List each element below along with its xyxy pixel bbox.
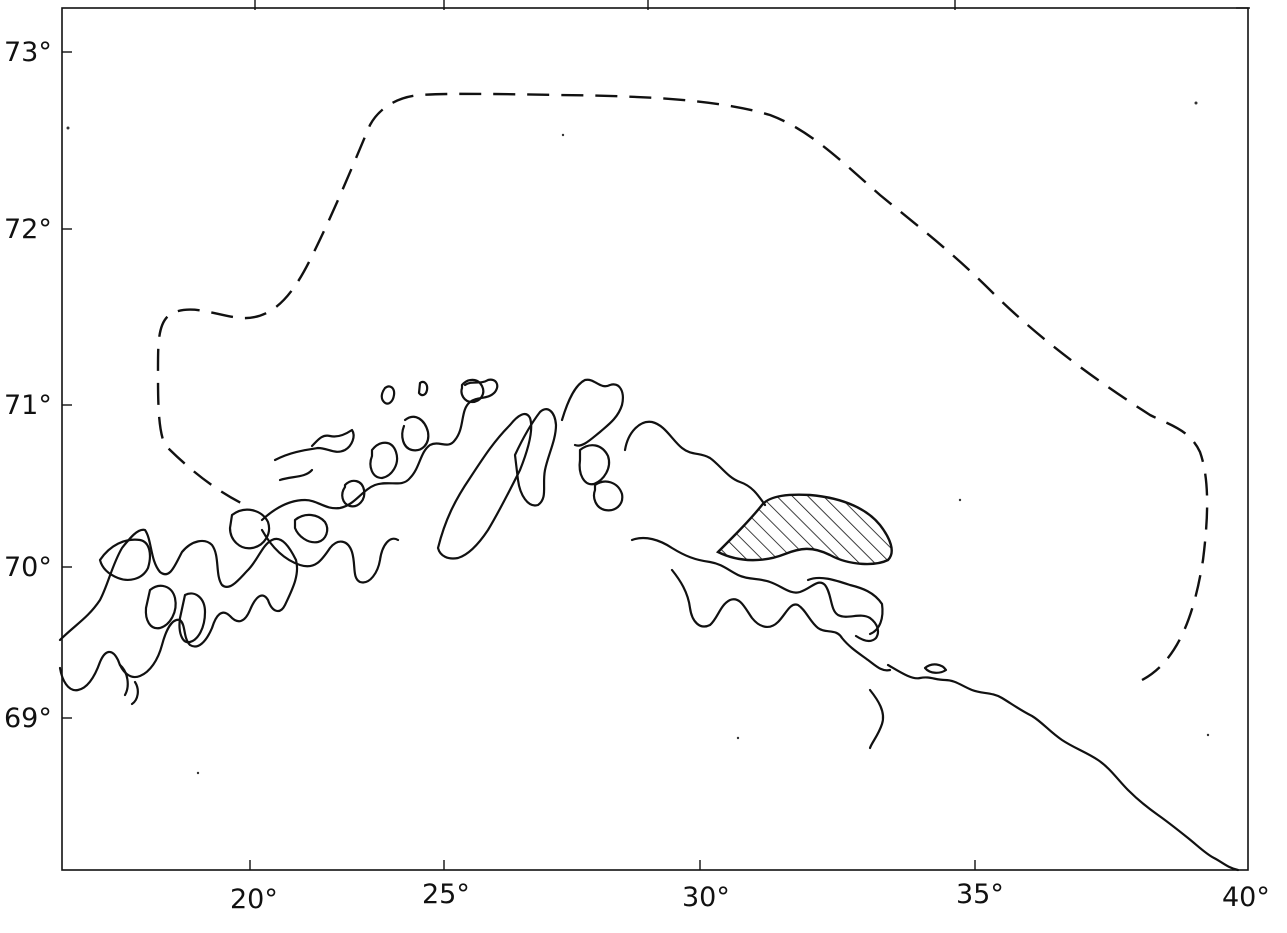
lat-label-69: 69° bbox=[4, 703, 52, 734]
longitude-ticks bbox=[249, 860, 976, 870]
top-ticks bbox=[254, 0, 1250, 10]
coastline-central bbox=[260, 378, 624, 584]
coastline-west bbox=[58, 428, 355, 706]
study-area-boundary bbox=[156, 92, 1209, 682]
lon-label-35: 35° bbox=[956, 879, 1004, 910]
scan-specks bbox=[66, 101, 1210, 775]
hatched-area bbox=[715, 493, 893, 566]
coastline-east bbox=[623, 420, 1240, 872]
lat-label-71: 71° bbox=[4, 390, 52, 421]
lon-label-25: 25° bbox=[422, 879, 470, 910]
lat-label-73: 73° bbox=[4, 37, 52, 68]
lat-label-72: 72° bbox=[4, 214, 52, 245]
lat-label-70: 70° bbox=[4, 552, 52, 583]
map-frame bbox=[61, 7, 1249, 871]
latitude-ticks bbox=[62, 51, 72, 719]
lon-label-40: 40° bbox=[1222, 882, 1270, 913]
lon-label-20: 20° bbox=[230, 884, 278, 915]
lon-label-30: 30° bbox=[682, 882, 730, 913]
